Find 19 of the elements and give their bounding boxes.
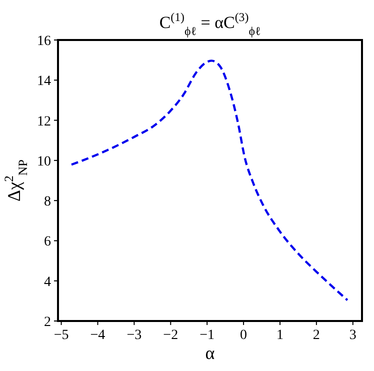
x-tick-label: 3: [349, 328, 356, 343]
y-tick-label: 8: [44, 194, 51, 210]
y-tick-label: 12: [37, 114, 51, 130]
x-tick-label: −4: [90, 328, 106, 343]
y-tick-label: 14: [37, 74, 51, 90]
x-tick-label: −1: [200, 328, 215, 343]
y-tick-label: 10: [37, 154, 51, 170]
x-tick-label: −5: [54, 328, 69, 343]
y-tick-label: 6: [44, 234, 51, 250]
y-tick-label: 4: [44, 274, 51, 290]
y-tick-label: 2: [44, 315, 51, 330]
x-tick-label: 2: [312, 328, 320, 343]
y-tick-label: 16: [37, 34, 51, 49]
x-tick-label: −3: [126, 328, 142, 343]
x-tick-label: 0: [240, 328, 248, 343]
x-axis-title: α: [205, 343, 216, 363]
x-tick-label: 1: [276, 328, 284, 343]
x-tick-label: −2: [163, 328, 178, 343]
line-series: [70, 60, 349, 302]
